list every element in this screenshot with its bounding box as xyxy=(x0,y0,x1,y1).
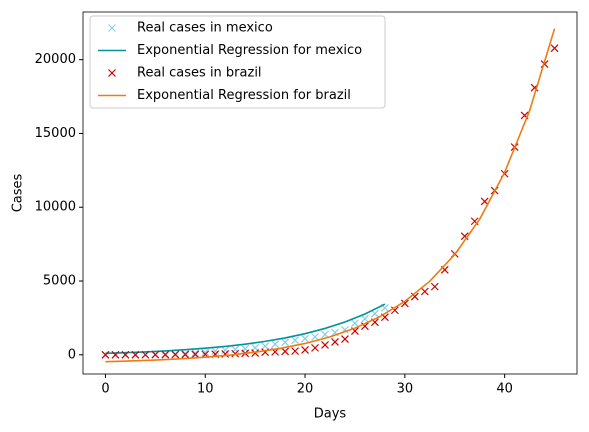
marker xyxy=(251,349,260,357)
x-tick-label: 0 xyxy=(101,382,109,397)
marker xyxy=(331,338,339,346)
legend-label: Exponential Regression for mexico xyxy=(137,43,362,58)
marker xyxy=(151,350,160,359)
marker xyxy=(171,350,180,359)
marker xyxy=(291,347,299,356)
marker xyxy=(191,349,200,357)
marker xyxy=(281,347,290,356)
marker xyxy=(351,319,359,328)
x-tick-label: 30 xyxy=(397,382,414,397)
x-tick-label: 20 xyxy=(297,382,314,397)
y-tick-label: 10000 xyxy=(35,200,76,215)
marker xyxy=(321,341,329,349)
marker xyxy=(108,69,116,77)
marker xyxy=(111,350,120,359)
legend-box xyxy=(89,15,386,109)
y-axis-label: Cases xyxy=(11,173,26,212)
marker xyxy=(101,350,110,359)
marker xyxy=(181,349,190,358)
marker xyxy=(281,338,290,347)
x-axis-label: Days xyxy=(314,407,347,422)
marker xyxy=(400,299,409,308)
marker xyxy=(261,342,270,351)
marker xyxy=(191,350,200,359)
marker xyxy=(131,350,140,359)
marker xyxy=(301,346,309,354)
legend-label: Real cases in mexico xyxy=(137,21,273,36)
legend-label: Exponential Regression for brazil xyxy=(137,88,351,103)
y-tick-label: 20000 xyxy=(35,52,76,67)
marker xyxy=(550,44,559,53)
marker xyxy=(231,349,240,358)
marker xyxy=(420,287,429,296)
marker xyxy=(211,347,220,356)
marker xyxy=(460,232,469,241)
x-tick-label: 40 xyxy=(496,382,513,397)
marker xyxy=(361,314,369,323)
marker xyxy=(341,335,349,343)
marker xyxy=(390,306,399,315)
marker xyxy=(121,350,130,359)
marker xyxy=(311,343,319,352)
regression-line xyxy=(105,28,556,363)
y-tick-label: 5000 xyxy=(43,274,76,289)
legend-label: Real cases in brazil xyxy=(137,66,262,81)
marker xyxy=(311,332,319,341)
marker xyxy=(161,350,170,359)
marker xyxy=(221,346,230,355)
plot-frame xyxy=(82,11,578,375)
marker xyxy=(201,348,210,357)
marker xyxy=(108,24,116,32)
marker xyxy=(301,334,309,343)
marker xyxy=(271,340,280,349)
x-tick-label: 10 xyxy=(197,382,214,397)
marker xyxy=(291,336,299,345)
marker xyxy=(370,309,379,318)
marker xyxy=(430,282,439,291)
marker xyxy=(141,350,150,359)
marker xyxy=(181,350,190,359)
y-tick-label: 0 xyxy=(68,347,76,362)
y-tick-label: 15000 xyxy=(35,126,76,141)
